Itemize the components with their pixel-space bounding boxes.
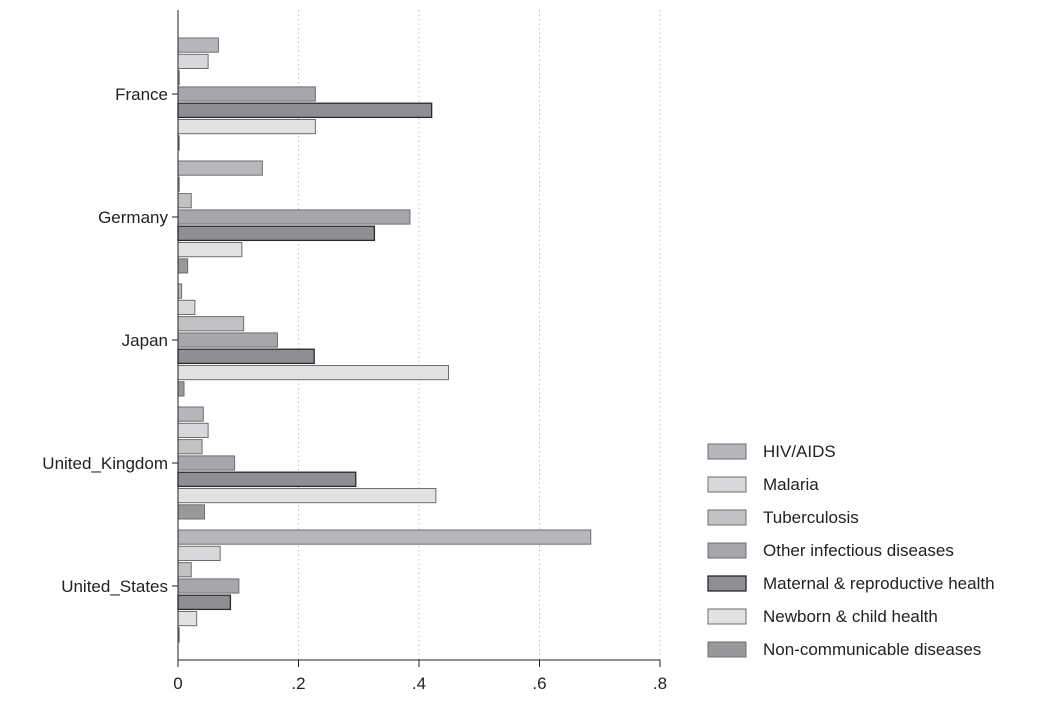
- legend-label-malaria: Malaria: [763, 475, 819, 494]
- bar-united-kingdom-other-infectious-diseases: [177, 455, 236, 471]
- bar-france-other-infectious-diseases: [177, 86, 316, 102]
- bar-united-kingdom-maternal-reproductive-health: [177, 471, 357, 488]
- legend-label-tuberculosis: Tuberculosis: [763, 508, 859, 527]
- bar-japan-newborn-child-health: [177, 365, 450, 381]
- legend-label-maternal-reproductive-health: Maternal & reproductive health: [763, 574, 995, 593]
- x-tick-label-4: .8: [653, 674, 667, 693]
- legend-label-hiv-aids: HIV/AIDS: [763, 442, 836, 461]
- legend-swatch-tuberculosis: [707, 509, 747, 526]
- bar-japan-tuberculosis: [177, 316, 245, 332]
- x-tick-label-2: .4: [412, 674, 426, 693]
- category-label-japan: Japan: [122, 331, 168, 350]
- bar-japan-non-communicable-diseases: [177, 381, 185, 397]
- category-label-france: France: [115, 85, 168, 104]
- legend-label-newborn-child-health: Newborn & child health: [763, 607, 938, 626]
- bar-france-newborn-child-health: [177, 119, 316, 135]
- bar-united-states-tuberculosis: [177, 562, 192, 578]
- legend: HIV/AIDS Malaria Tuberculosis Other infecti…: [707, 442, 995, 659]
- legend-swatch-hiv-aids: [707, 443, 747, 460]
- bar-germany-maternal-reproductive-health: [177, 225, 376, 242]
- category-label-united-kingdom: United_Kingdom: [42, 454, 168, 473]
- legend-swatch-other-infectious-diseases: [707, 542, 747, 559]
- bar-united-states-newborn-child-health: [177, 611, 198, 627]
- bar-united-states-maternal-reproductive-health: [177, 594, 232, 611]
- x-tick-label-3: .6: [532, 674, 546, 693]
- x-tick-label-0: 0: [173, 674, 182, 693]
- legend-label-other-infectious-diseases: Other infectious diseases: [763, 541, 954, 560]
- bar-japan-hiv-aids: [177, 283, 183, 299]
- bar-france-malaria: [177, 53, 209, 69]
- x-axis: 0 .2 .4 .6 .8: [173, 659, 667, 693]
- bar-germany-other-infectious-diseases: [177, 209, 411, 225]
- bar-germany-hiv-aids: [177, 160, 263, 176]
- bar-germany-tuberculosis: [177, 193, 192, 209]
- x-tick-label-1: .2: [291, 674, 305, 693]
- bar-japan-malaria: [177, 299, 196, 315]
- legend-swatch-maternal-reproductive-health: [707, 575, 747, 592]
- bar-united-states-hiv-aids: [177, 529, 592, 545]
- legend-label-non-communicable-diseases: Non-communicable diseases: [763, 640, 981, 659]
- bars: [177, 37, 592, 643]
- bar-japan-other-infectious-diseases: [177, 332, 278, 348]
- bar-united-states-malaria: [177, 545, 221, 561]
- bar-united-kingdom-hiv-aids: [177, 406, 204, 422]
- bar-japan-maternal-reproductive-health: [177, 348, 315, 365]
- category-label-united-states: United_States: [61, 577, 168, 596]
- bar-united-kingdom-tuberculosis: [177, 439, 203, 455]
- legend-swatch-non-communicable-diseases: [707, 641, 747, 658]
- legend-swatch-malaria: [707, 476, 747, 493]
- y-axis: France Germany Japan United_Kingdom United_S…: [42, 10, 179, 660]
- bar-united-kingdom-malaria: [177, 422, 209, 438]
- bar-france-maternal-reproductive-health: [177, 102, 433, 119]
- bar-united-kingdom-newborn-child-health: [177, 488, 437, 504]
- bar-germany-newborn-child-health: [177, 242, 243, 258]
- gridlines: [298, 10, 661, 660]
- category-label-germany: Germany: [98, 208, 168, 227]
- bar-germany-non-communicable-diseases: [177, 258, 189, 274]
- bar-france-hiv-aids: [177, 37, 219, 53]
- bar-united-kingdom-non-communicable-diseases: [177, 504, 206, 520]
- bar-united-states-other-infectious-diseases: [177, 578, 240, 594]
- legend-swatch-newborn-child-health: [707, 608, 747, 625]
